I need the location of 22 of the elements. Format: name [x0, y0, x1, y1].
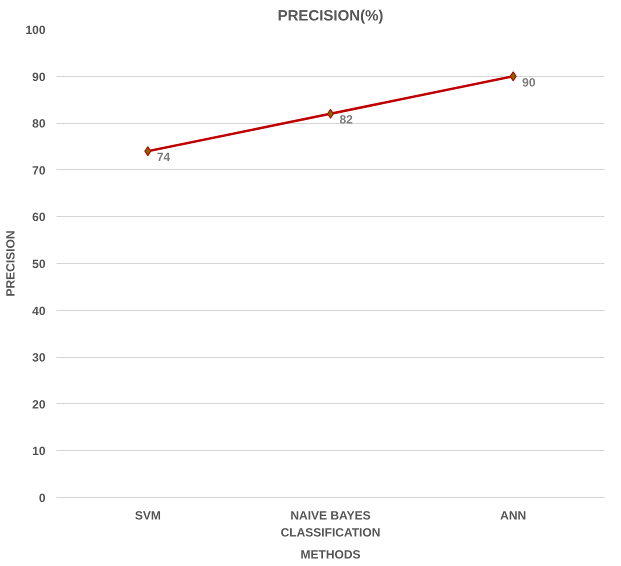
- point: [144, 146, 152, 156]
- data-label: 82: [340, 112, 354, 127]
- data-label: 90: [522, 75, 536, 90]
- y-tick-label: 40: [32, 304, 46, 318]
- x-tick-label: SVM: [134, 508, 161, 522]
- x-tick-label: ANN: [500, 508, 526, 522]
- data-label: 74: [156, 150, 171, 164]
- y-tick-label: 0: [38, 491, 46, 505]
- y-tick-label: 50: [32, 257, 46, 271]
- y-tick-label: 90: [32, 70, 46, 84]
- x-axis-title: METHODS: [300, 547, 360, 562]
- y-tick-label: 100: [25, 23, 46, 37]
- y-tick-label: 80: [32, 116, 46, 131]
- point: [510, 71, 517, 82]
- chart-title: PRECISION(%): [278, 8, 384, 24]
- y-tick-label: 10: [32, 444, 46, 458]
- y-tick-label: 70: [32, 163, 46, 178]
- x-tick-label: NAIVE BAYES CLASSIFICATION: [280, 508, 380, 540]
- y-axis-title: PRECISION: [3, 230, 18, 297]
- y-tick-label: 30: [32, 350, 46, 365]
- y-tick-label: 60: [32, 210, 46, 224]
- y-tick-label: 20: [32, 397, 46, 412]
